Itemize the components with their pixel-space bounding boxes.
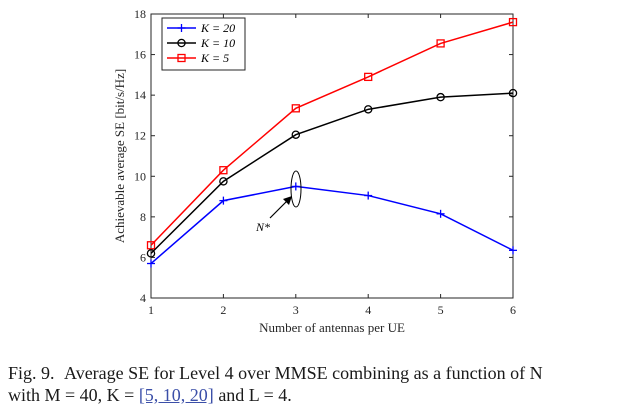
legend-marker	[177, 38, 186, 48]
legend-marker	[177, 53, 186, 63]
series-circle	[146, 88, 518, 258]
series-line-plus	[150, 185, 514, 265]
annotation-arrowhead	[283, 196, 292, 205]
y-tick-label: 8	[140, 210, 146, 224]
caption-text-1: Average SE for Level 4 over MMSE combini…	[64, 363, 543, 383]
caption-text-2-post: and L = 4.	[213, 385, 292, 405]
data-point-circle	[508, 88, 518, 98]
data-point-circle	[436, 92, 445, 102]
data-point-circle	[219, 177, 228, 186]
y-axis-label: Achievable average SE [bit/s/Hz]	[112, 69, 127, 243]
legend-label: K = 20	[200, 21, 235, 35]
legend-label: K = 5	[200, 51, 229, 65]
caption-label: Fig. 9.	[8, 363, 55, 383]
data-point-square	[219, 166, 228, 175]
legend-label: K = 10	[200, 36, 235, 50]
data-point-square	[146, 241, 156, 250]
y-tick-label: 12	[134, 129, 146, 143]
annotation-nstar: N*	[255, 170, 302, 234]
caption-ref-link[interactable]: [5, 10, 20]	[138, 385, 214, 405]
legend: K = 20K = 10K = 5	[161, 17, 246, 71]
x-tick-label: 2	[220, 303, 226, 317]
data-point-square	[508, 17, 518, 27]
series-plus	[147, 182, 517, 268]
series-square	[146, 17, 518, 250]
caption-line-1: Fig. 9. Average SE for Level 4 over MMSE…	[8, 362, 628, 384]
series-line-square	[150, 21, 514, 246]
data-point-circle	[146, 249, 156, 258]
y-tick-label: 6	[140, 250, 146, 264]
caption-text-2-pre: with M = 40, K =	[8, 385, 139, 405]
y-tick-label: 4	[140, 291, 146, 305]
x-axis-label: Number of antennas per UE	[259, 320, 405, 335]
data-point-square	[436, 39, 445, 48]
series-layer	[146, 17, 518, 268]
data-point-square	[291, 104, 300, 113]
annotation-arrow	[269, 199, 289, 219]
caption-line-2: with M = 40, K = [5, 10, 20] and L = 4.	[8, 384, 628, 406]
y-tick-label: 14	[134, 88, 146, 102]
y-tick-label: 16	[134, 48, 146, 62]
annotation-ellipse	[290, 170, 302, 208]
data-point-circle	[291, 130, 301, 139]
figure-caption: Fig. 9. Average SE for Level 4 over MMSE…	[8, 362, 628, 406]
data-point-square	[364, 72, 373, 82]
x-tick-label: 3	[293, 303, 299, 317]
legend-box	[161, 17, 246, 71]
x-tick-label: 1	[148, 303, 154, 317]
x-tick-label: 5	[438, 303, 444, 317]
series-line-circle	[150, 92, 514, 254]
annotation-label: N*	[255, 220, 270, 234]
y-tick-label: 10	[134, 169, 146, 183]
x-tick-label: 6	[510, 303, 516, 317]
x-tick-label: 4	[365, 303, 371, 317]
y-tick-label: 18	[134, 7, 146, 21]
data-point-circle	[363, 105, 373, 114]
